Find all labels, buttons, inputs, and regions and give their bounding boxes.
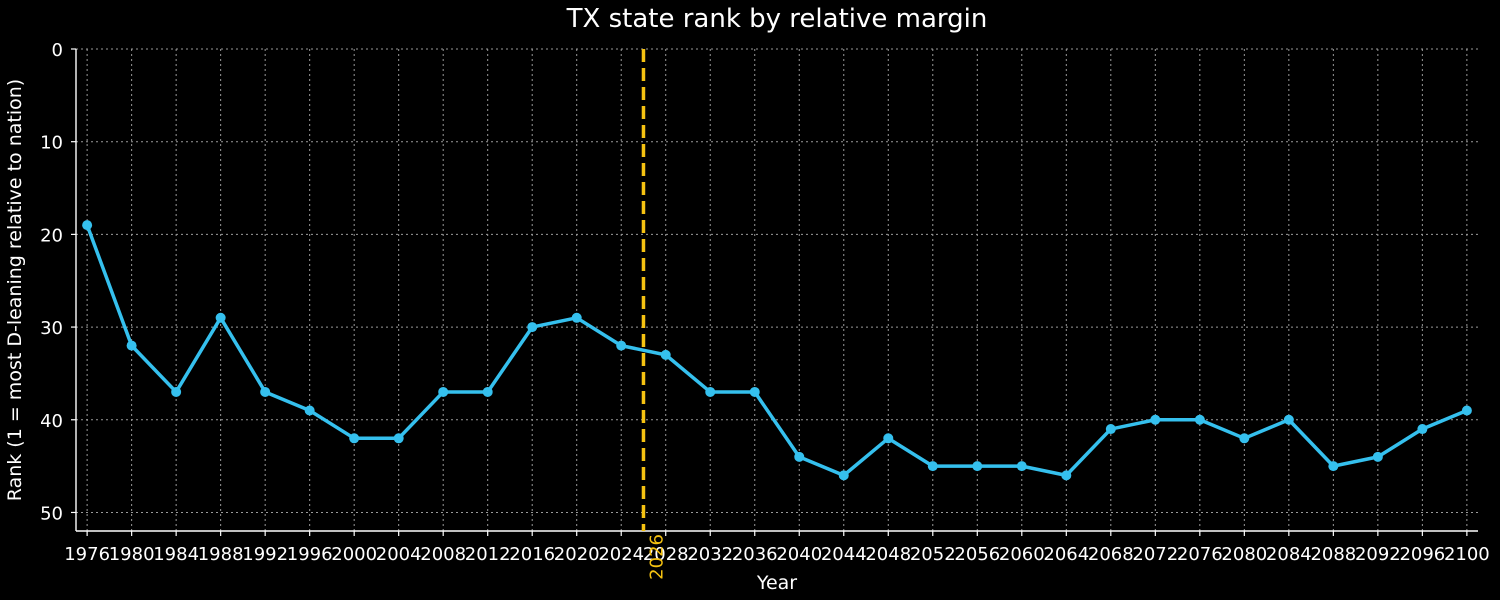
x-tick-label: 1996 (287, 544, 333, 565)
reference-line-group: 2026 (641, 49, 667, 580)
y-axis-label: Rank (1 = most D-leaning relative to nat… (4, 79, 26, 501)
y-tick-label: 50 (40, 503, 63, 524)
reference-line-label: 2026 (646, 534, 667, 580)
data-point (616, 340, 627, 351)
x-tick-label: 2048 (865, 544, 911, 565)
grid (76, 48, 1478, 531)
series-group (82, 220, 1472, 481)
data-point (972, 461, 983, 472)
x-tick-label: 2056 (954, 544, 1000, 565)
data-point (304, 405, 315, 416)
x-tick-label: 2028 (643, 544, 689, 565)
x-tick-label: 1980 (109, 544, 155, 565)
x-tick-label: 2040 (776, 544, 822, 565)
x-tick-label: 2032 (687, 544, 733, 565)
x-tick-label: 2072 (1132, 544, 1178, 565)
data-point (838, 470, 849, 481)
data-point (1150, 414, 1161, 425)
y-tick-label: 10 (40, 133, 63, 154)
x-tick-label: 2064 (1043, 544, 1089, 565)
x-tick-label: 2060 (999, 544, 1045, 565)
data-point (794, 451, 805, 462)
data-point (527, 322, 538, 333)
data-point (1417, 424, 1428, 435)
data-point (1239, 433, 1250, 444)
x-tick-label: 1988 (198, 544, 244, 565)
x-tick-label: 2088 (1310, 544, 1356, 565)
data-point (749, 386, 760, 397)
x-tick-label: 2036 (732, 544, 778, 565)
data-point (1105, 424, 1116, 435)
x-tick-label: 1984 (153, 544, 199, 565)
data-point (438, 386, 449, 397)
x-tick-label: 2068 (1088, 544, 1134, 565)
data-point (349, 433, 360, 444)
data-point (82, 220, 93, 231)
data-point (1372, 451, 1383, 462)
x-tick-label: 2020 (554, 544, 600, 565)
data-point (215, 312, 226, 323)
x-tick-label: 1992 (242, 544, 288, 565)
y-axis-ticks: 0 10 20 30 40 50 (40, 40, 76, 524)
x-tick-label: 1976 (64, 544, 110, 565)
x-tick-label: 2000 (331, 544, 377, 565)
data-point (1461, 405, 1472, 416)
y-tick-label: 20 (40, 225, 63, 246)
x-tick-label: 2084 (1266, 544, 1312, 565)
data-point (1328, 461, 1339, 472)
data-point (1061, 470, 1072, 481)
chart-title: TX state rank by relative margin (566, 4, 988, 34)
y-tick-label: 30 (40, 318, 63, 339)
x-tick-label: 2012 (465, 544, 511, 565)
x-tick-label: 2092 (1355, 544, 1401, 565)
data-point (927, 461, 938, 472)
series-line (85, 223, 1469, 478)
data-point (1194, 414, 1205, 425)
data-point (1016, 461, 1027, 472)
x-tick-label: 2080 (1221, 544, 1267, 565)
data-point (705, 386, 716, 397)
data-point (1283, 414, 1294, 425)
y-tick-label: 0 (52, 40, 63, 61)
x-tick-label: 2076 (1177, 544, 1223, 565)
x-tick-label: 2052 (910, 544, 956, 565)
x-axis-label: Year (756, 572, 797, 594)
data-point (571, 312, 582, 323)
data-point (260, 386, 271, 397)
x-axis-ticks: 1976198019841988199219962000200420082012… (64, 531, 1490, 565)
x-tick-label: 2100 (1444, 544, 1490, 565)
x-tick-label: 2016 (509, 544, 555, 565)
x-tick-label: 2096 (1399, 544, 1445, 565)
data-point (126, 340, 137, 351)
y-tick-label: 40 (40, 411, 63, 432)
x-tick-label: 2004 (376, 544, 422, 565)
x-tick-label: 2024 (598, 544, 644, 565)
data-point (883, 433, 894, 444)
data-point (482, 386, 493, 397)
x-tick-label: 2008 (420, 544, 466, 565)
data-point (660, 349, 671, 360)
x-tick-label: 2044 (821, 544, 867, 565)
data-point (393, 433, 404, 444)
data-point (171, 386, 182, 397)
